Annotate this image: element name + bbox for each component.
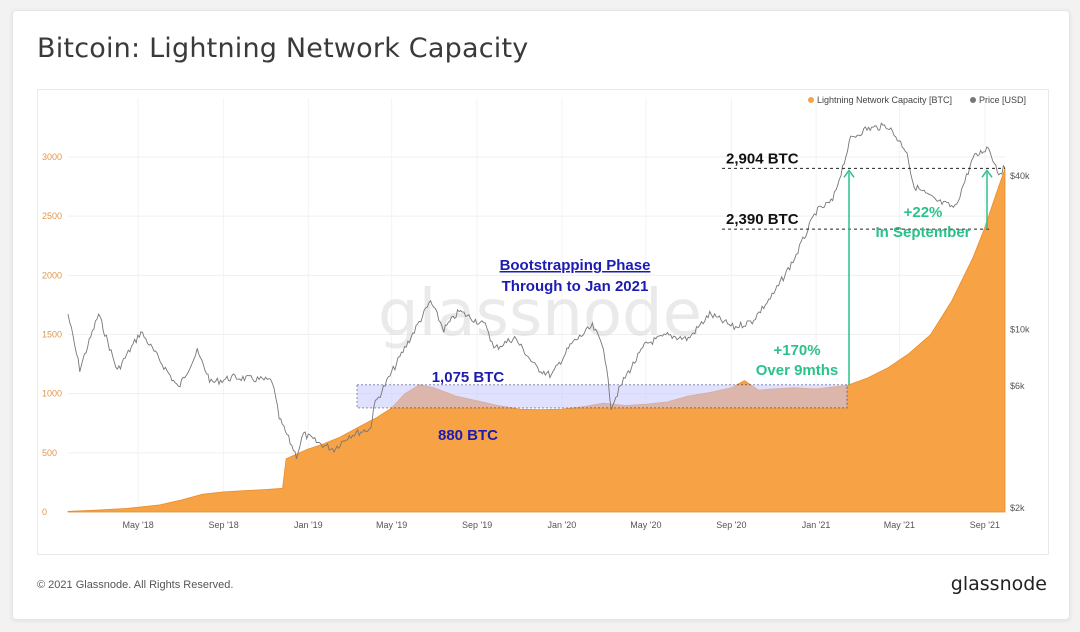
y-left-tick-label: 3000 [42,152,62,162]
y-left-tick-label: 1500 [42,330,62,340]
y-left-tick-label: 2500 [42,211,62,221]
x-tick-label: Jan '21 [802,520,831,530]
box-bottom-label: 880 BTC [438,427,498,444]
x-tick-label: Sep '20 [716,520,746,530]
x-tick-label: Jan '20 [547,520,576,530]
x-tick-label: May '18 [123,520,154,530]
growth-170-label: +170% [773,342,820,359]
y-left-tick-label: 2000 [42,270,62,280]
legend-capacity-marker [808,97,814,103]
y-left-tick-label: 500 [42,448,57,458]
legend-price-marker [970,97,976,103]
y-right-tick-label: $10k [1010,325,1030,335]
legend-price-label: Price [USD] [979,95,1026,105]
bootstrapping-title: Bootstrapping Phase [500,257,651,274]
x-tick-label: May '19 [376,520,407,530]
glassnode-logo[interactable]: glassnode [950,573,1047,595]
y-left-tick-label: 0 [42,507,47,517]
x-tick-label: May '20 [630,520,661,530]
arrow-22-head [981,169,993,178]
copyright-text: © 2021 Glassnode. All Rights Reserved. [37,579,234,591]
x-tick-label: May '21 [884,520,915,530]
legend-capacity-label: Lightning Network Capacity [BTC] [817,95,952,105]
y-right-tick-label: $40k [1010,171,1030,181]
level-2904-label: 2,904 BTC [726,150,799,167]
bootstrapping-box [356,384,848,409]
x-tick-label: Sep '18 [208,520,238,530]
chart-title: Bitcoin: Lightning Network Capacity [37,33,529,64]
price-line [67,122,1006,460]
y-left-tick-label: 1000 [42,389,62,399]
capacity-area [67,168,1006,513]
watermark-text: glassnode [378,277,702,351]
level-2390-label: 2,390 BTC [726,211,799,228]
growth-22-label: +22% [904,204,943,221]
y-right-tick-label: $6k [1010,381,1025,391]
x-tick-label: Jan '19 [294,520,323,530]
box-top-label: 1,075 BTC [432,369,505,386]
x-tick-label: Sep '19 [462,520,492,530]
arrow-170-head [843,169,855,178]
growth-170-sub-label: Over 9mths [756,362,839,379]
y-right-tick-label: $2k [1010,503,1025,513]
x-tick-label: Sep '21 [970,520,1000,530]
bootstrapping-subtitle: Through to Jan 2021 [502,278,649,295]
growth-22-sub-label: In September [875,224,970,241]
